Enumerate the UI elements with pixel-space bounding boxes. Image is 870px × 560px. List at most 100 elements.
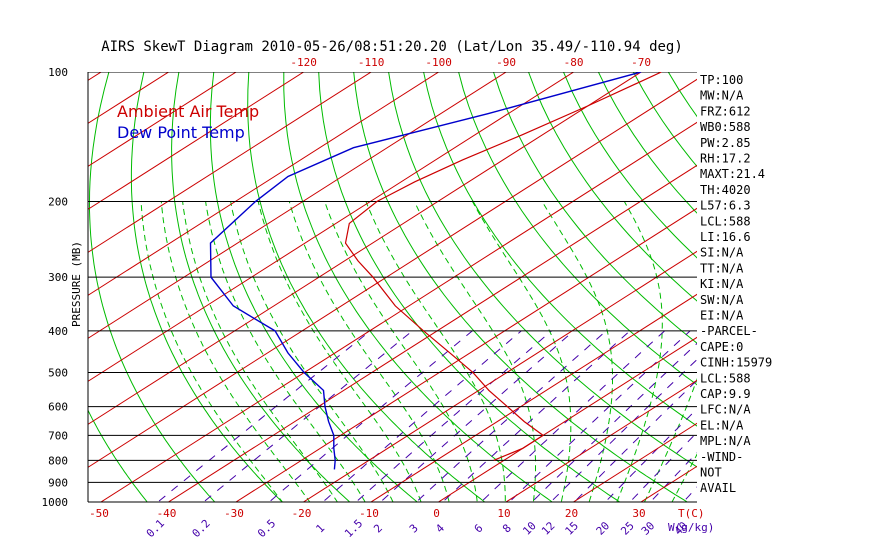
moist-adiabat — [182, 201, 339, 502]
stability-index-entry: LCL:588 — [700, 214, 751, 228]
dry-adiabat — [458, 72, 697, 386]
dry-adiabat — [632, 72, 697, 168]
mixing-ratio-tick-label: 0.1 — [144, 517, 167, 540]
isotherm — [88, 72, 373, 253]
stability-index-entry: CAPE:0 — [700, 340, 743, 354]
mixing-ratio-line — [355, 330, 552, 502]
moist-adiabat — [257, 201, 422, 502]
moist-adiabat — [205, 201, 366, 502]
dry-adiabat — [667, 72, 697, 118]
dry-adiabat — [283, 72, 554, 502]
dry-adiabat — [808, 72, 870, 511]
mixing-ratio-tick-label: 4 — [433, 521, 447, 535]
pressure-tick-label: 300 — [48, 271, 68, 284]
stability-index-entry: TT:N/A — [700, 261, 744, 275]
top-temperature-tick-label: -90 — [496, 56, 516, 69]
stability-index-entry: LCL:588 — [700, 371, 751, 385]
mixing-ratio-line — [441, 330, 631, 502]
stability-index-entry: WB0:588 — [700, 120, 751, 134]
moist-adiabat — [288, 201, 450, 502]
pressure-tick-label: 600 — [48, 401, 68, 414]
top-temperature-tick-label: -70 — [631, 56, 651, 69]
dry-adiabat — [171, 72, 351, 502]
mixing-ratio-tick-label: 15 — [563, 519, 582, 538]
ambient-air-temp-line — [344, 72, 662, 461]
stability-index-entry: TP:100 — [700, 73, 743, 87]
dry-adiabat — [247, 72, 486, 502]
stability-index-entry: TH:4020 — [700, 183, 751, 197]
dry-adiabat — [130, 72, 283, 502]
stability-index-entry: PW:2.85 — [700, 136, 751, 150]
mixing-ratio-tick-label: 25 — [618, 519, 637, 538]
stability-index-entry: AVAIL — [700, 481, 736, 495]
stability-index-entry: EI:N/A — [700, 309, 744, 323]
stability-index-entry: MAXT:21.4 — [700, 167, 765, 181]
mixing-ratio-line — [480, 330, 665, 502]
stability-index-entry: CINH:15979 — [700, 356, 772, 370]
mixing-ratio-unit-label: W(g/kg) — [668, 521, 714, 534]
stability-index-entry: CAP:9.9 — [700, 387, 751, 401]
mixing-ratio-line — [550, 358, 697, 502]
moist-adiabat — [671, 453, 697, 502]
bottom-temperature-tick-label: 10 — [497, 507, 510, 520]
dry-adiabat — [209, 72, 418, 502]
chart-title: AIRS SkewT Diagram 2010-05-26/08:51:20.2… — [101, 39, 683, 55]
isotherm — [235, 207, 697, 502]
bottom-temperature-tick-label: 20 — [565, 507, 578, 520]
pressure-tick-label: 100 — [48, 66, 68, 79]
top-temperature-tick-labels: -120 -110 -100 -90 -80 -70 — [290, 56, 651, 69]
stability-index-entry: NOT — [700, 466, 722, 480]
stability-index-entry: SW:N/A — [700, 293, 744, 307]
top-temperature-tick-label: -110 — [358, 56, 385, 69]
dry-adiabat — [423, 72, 697, 427]
bottom-temperature-tick-label: -20 — [292, 507, 312, 520]
pressure-tick-label: 700 — [48, 429, 68, 442]
dry-adiabat — [353, 72, 689, 502]
dry-adiabat — [528, 72, 697, 302]
mixing-ratio-line — [573, 379, 697, 502]
mixing-ratio-line — [415, 330, 607, 502]
isotherm — [370, 293, 697, 502]
stability-index-entry: L57:6.3 — [700, 199, 751, 213]
mixing-ratio-tick-label: 8 — [500, 522, 514, 536]
moist-adiabat — [616, 201, 663, 502]
isotherm — [437, 336, 697, 502]
mixing-ratio-tick-label: 0.5 — [255, 517, 278, 540]
y-axis-label: PRESSURE (MB) — [70, 241, 83, 327]
dry-adiabat — [318, 72, 621, 502]
mixing-ratio-line — [508, 330, 691, 502]
stability-index-entry: EL:N/A — [700, 418, 744, 432]
stability-index-entry: LFC:N/A — [700, 403, 751, 417]
isotherm — [167, 164, 697, 502]
moist-adiabat — [541, 201, 613, 502]
pressure-tick-label: 200 — [48, 195, 68, 208]
pressure-tick-label: 400 — [48, 325, 68, 338]
moist-adiabat — [160, 201, 311, 502]
stability-index-entry: LI:16.6 — [700, 230, 751, 244]
profile-series — [209, 72, 662, 470]
pressure-tick-labels: 100 200 300 400 500 600 700 800 900 1000 — [42, 66, 69, 509]
top-temperature-tick-label: -100 — [425, 56, 452, 69]
mixing-ratio-tick-label: 1.5 — [342, 517, 365, 540]
dry-adiabat — [0, 72, 18, 511]
isotherm — [100, 121, 697, 502]
pressure-tick-label: 900 — [48, 476, 68, 489]
top-temperature-tick-label: -80 — [564, 56, 584, 69]
mixing-ratio-line — [379, 330, 575, 502]
mixing-ratio-tick-label: 2 — [371, 522, 385, 536]
mixing-ratio-tick-label: 0.2 — [190, 517, 213, 540]
mixing-ratio-line — [322, 330, 522, 502]
isotherm — [88, 72, 305, 210]
isotherm — [505, 379, 697, 502]
bottom-temperature-tick-label: -30 — [224, 507, 244, 520]
isotherm — [88, 78, 697, 468]
isotherm — [88, 72, 643, 425]
stability-index-entry: MPL:N/A — [700, 434, 751, 448]
mixing-ratio-tick-label: 3 — [407, 522, 421, 536]
stability-index-entry: KI:N/A — [700, 277, 744, 291]
dry-adiabat — [738, 72, 870, 511]
moist-adiabats — [140, 201, 697, 502]
pressure-tick-label: 1000 — [42, 496, 69, 509]
isotherm — [88, 72, 103, 81]
